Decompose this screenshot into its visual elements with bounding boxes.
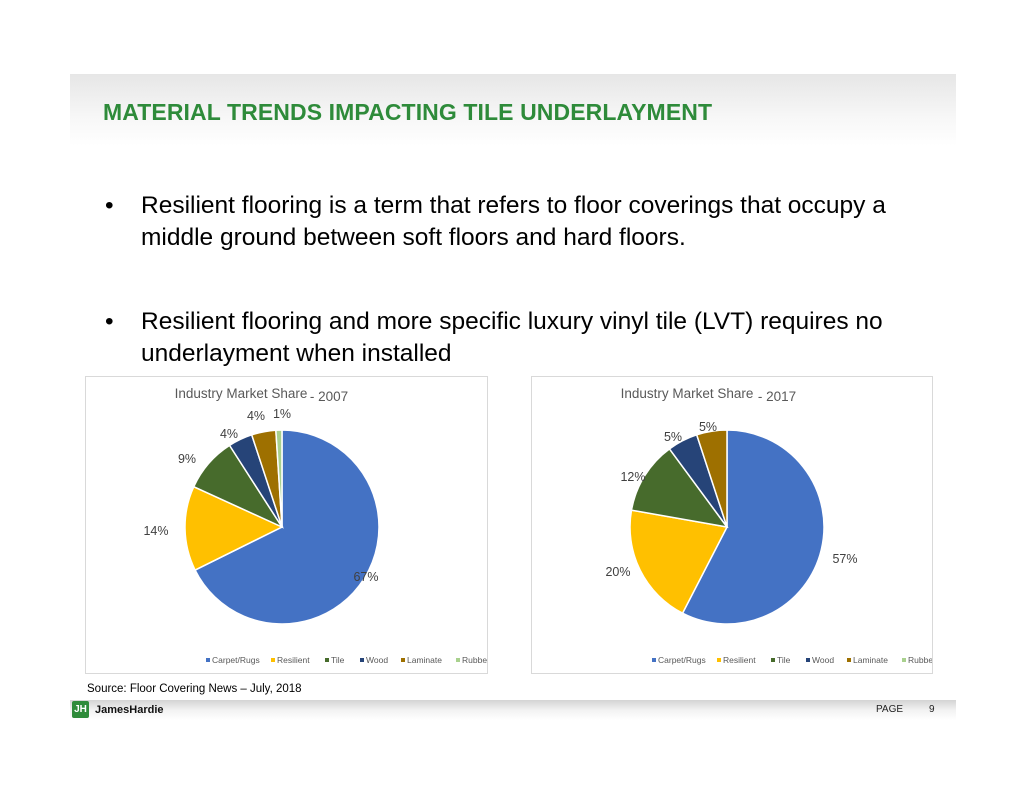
logo-icon: JH (72, 701, 89, 718)
bullet-item: • Resilient flooring and more specific l… (103, 306, 933, 370)
legend-label-carpet-rugs: Carpet/Rugs (658, 655, 706, 665)
legend-swatch-tile (325, 658, 329, 662)
legend-swatch-rubber (456, 658, 460, 662)
pie-chart-svg: Industry Market Share - 2017 57% 20% 12% 5% 5%… (605, 386, 932, 665)
legend-swatch-laminate (847, 658, 851, 662)
data-label-carpet-rugs: 67% (353, 570, 378, 584)
data-label-laminate: 4% (247, 409, 265, 423)
chart-title: Industry Market Share (175, 386, 308, 401)
legend-label-wood: Wood (366, 655, 388, 665)
legend-swatch-wood (360, 658, 364, 662)
legend-label-wood: Wood (812, 655, 834, 665)
pie-chart-2017: Industry Market Share - 2017 57% 20% 12% 5% 5%… (531, 376, 933, 674)
legend-label-laminate: Laminate (407, 655, 442, 665)
pie-slice-carpet-rugs (681, 429, 825, 625)
bullet-list: • Resilient flooring is a term that refe… (103, 190, 933, 422)
data-label-laminate: 5% (699, 420, 717, 434)
legend-label-resilient: Resilient (277, 655, 310, 665)
chart-title: Industry Market Share (621, 386, 754, 401)
legend-swatch-wood (806, 658, 810, 662)
legend-label-laminate: Laminate (853, 655, 888, 665)
data-label-resilient: 20% (605, 565, 630, 579)
pie-slice-laminate (695, 429, 728, 528)
legend-label-tile: Tile (331, 655, 345, 665)
page-title: MATERIAL TRENDS IMPACTING TILE UNDERLAYM… (103, 99, 713, 125)
legend-swatch-carpet-rugs (652, 658, 656, 662)
chart-title-year: - 2007 (310, 389, 348, 404)
legend-swatch-rubber (902, 658, 906, 662)
data-label-wood: 5% (664, 430, 682, 444)
footer-band (70, 700, 956, 720)
page-label: PAGE (876, 704, 904, 715)
pie-chart-svg: Industry Market Share - 2007 67% 14% 9% 4% 4% 1… (143, 386, 487, 665)
header-band (70, 74, 956, 146)
pie-slice-rubber (275, 429, 283, 528)
pie-slice-tile (630, 447, 729, 529)
legend-swatch-carpet-rugs (206, 658, 210, 662)
legend-label-rubber: Rubber (462, 655, 487, 665)
legend-label-carpet-rugs: Carpet/Rugs (212, 655, 260, 665)
company-logo: JH JamesHardie (72, 701, 164, 718)
data-label-resilient: 14% (143, 524, 168, 538)
pie-slice-resilient (184, 485, 284, 572)
bullet-item: • Resilient flooring is a term that refe… (103, 190, 933, 254)
data-label-tile: 9% (178, 452, 196, 466)
legend-swatch-laminate (401, 658, 405, 662)
data-label-tile: 12% (620, 470, 645, 484)
logo-text: JamesHardie (95, 703, 164, 716)
page-number: 9 (929, 704, 935, 715)
bullet-text: Resilient flooring and more specific lux… (141, 308, 883, 367)
data-label-carpet-rugs: 57% (832, 552, 857, 566)
legend-label-rubber: Rubber (908, 655, 932, 665)
legend-label-resilient: Resilient (723, 655, 756, 665)
bullet-text: Resilient flooring is a term that refers… (141, 192, 886, 251)
source-note: Source: Floor Covering News – July, 2018 (87, 683, 302, 695)
data-label-wood: 4% (220, 427, 238, 441)
chart-title-year: - 2017 (758, 389, 796, 404)
bullet-dot: • (105, 192, 114, 219)
pie-slice-resilient (629, 509, 729, 615)
legend-label-tile: Tile (777, 655, 791, 665)
legend-swatch-tile (771, 658, 775, 662)
data-label-rubber: 1% (273, 407, 291, 421)
pie-chart-2007: Industry Market Share - 2007 67% 14% 9% 4% 4% 1… (85, 376, 488, 674)
bullet-dot: • (105, 308, 114, 335)
pie-slice-carpet-rugs (194, 429, 380, 625)
legend-swatch-resilient (271, 658, 275, 662)
legend-swatch-resilient (717, 658, 721, 662)
